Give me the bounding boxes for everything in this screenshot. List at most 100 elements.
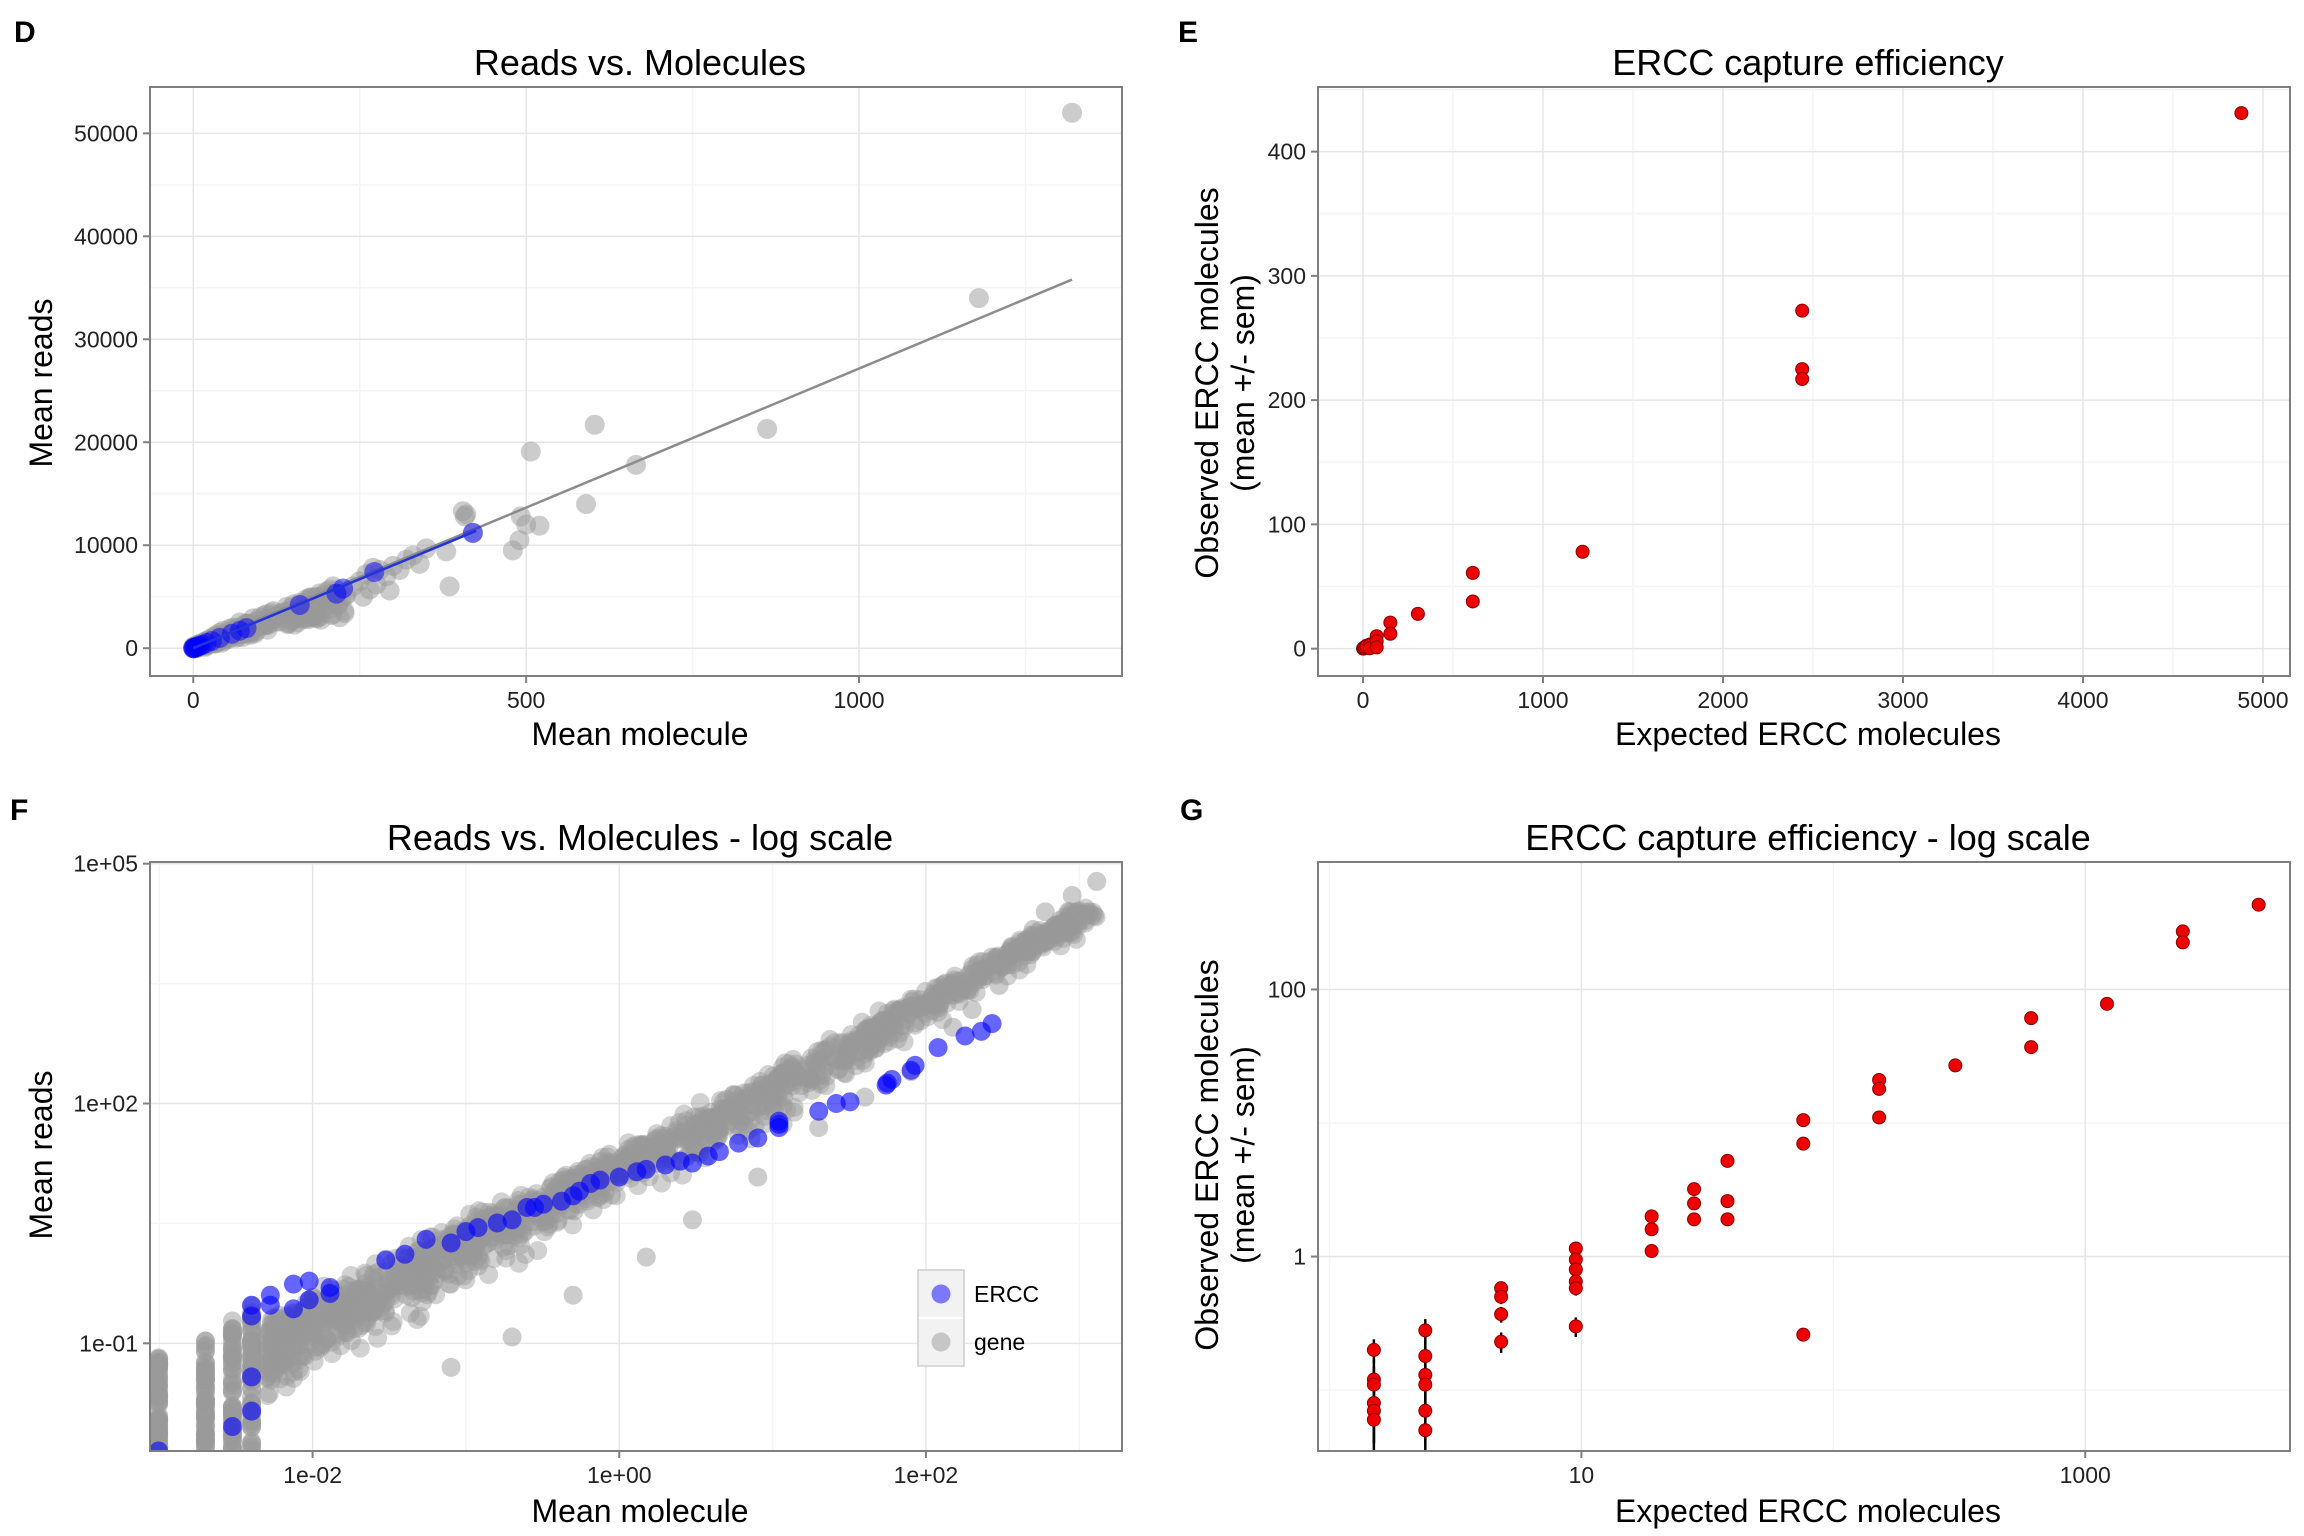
- gene-point: [739, 1103, 759, 1123]
- capture-point: [1418, 1377, 1433, 1392]
- gene-point: [833, 1051, 853, 1071]
- gene-point: [911, 1011, 931, 1031]
- ercc-point: [840, 1092, 860, 1112]
- gene-point: [292, 1314, 312, 1334]
- gene-point: [805, 1052, 825, 1072]
- gene-point: [257, 1334, 277, 1354]
- gene-point: [316, 1301, 336, 1321]
- gene-point: [382, 1316, 402, 1336]
- ercc-point: [655, 1155, 675, 1175]
- gene-point: [805, 1049, 825, 1069]
- gene-point: [972, 959, 992, 979]
- gene-point: [1014, 946, 1034, 966]
- gene-point: [828, 1059, 848, 1079]
- gene-point: [881, 1008, 901, 1028]
- gene-point: [516, 1221, 536, 1241]
- gene-point: [759, 1077, 779, 1097]
- gene-point: [424, 1270, 444, 1290]
- gene-point: [674, 1124, 694, 1144]
- gene-point: [931, 992, 951, 1012]
- gene-point: [317, 1329, 337, 1349]
- gene-point: [834, 1063, 854, 1083]
- gene-point: [902, 992, 922, 1012]
- legend-label-gene: gene: [974, 1329, 1025, 1355]
- gene-point: [290, 1362, 310, 1382]
- gene-point: [411, 1253, 431, 1273]
- gene-point: [821, 1036, 841, 1056]
- gene-point: [974, 959, 994, 979]
- gene-point: [482, 1228, 502, 1248]
- ercc-point: [709, 1142, 729, 1162]
- gene-point: [593, 1190, 613, 1210]
- gene-point: [282, 1354, 302, 1374]
- gene-point: [857, 1019, 877, 1039]
- gene-point: [1083, 902, 1103, 922]
- gene-point: [730, 1092, 750, 1112]
- gene-point: [945, 966, 965, 986]
- gene-point: [899, 1004, 919, 1024]
- gene-point: [759, 1074, 779, 1094]
- capture-point: [1369, 640, 1384, 655]
- plot-clip-d: [183, 102, 1083, 659]
- gene-point: [978, 957, 998, 977]
- gene-point: [264, 1318, 284, 1338]
- gene-point: [1007, 941, 1027, 961]
- gene-point: [1063, 916, 1083, 936]
- gene-point: [801, 1048, 821, 1068]
- gene-point: [830, 1033, 850, 1053]
- gene-point: [866, 1034, 886, 1054]
- gene-point: [814, 1059, 834, 1079]
- gene-point: [289, 1336, 309, 1356]
- gene-point: [643, 1141, 663, 1161]
- gene-point: [417, 1253, 437, 1273]
- gene-point: [865, 1028, 885, 1048]
- gene-point: [1051, 924, 1071, 944]
- gene-point: [892, 998, 912, 1018]
- gene-point: [258, 1352, 278, 1372]
- x-tick-label: 4000: [2057, 687, 2108, 713]
- capture-point: [1796, 1327, 1811, 1342]
- gene-point: [838, 1042, 858, 1062]
- gene-point: [718, 1101, 738, 1121]
- gene-point: [337, 1323, 357, 1343]
- gene-point: [786, 1054, 806, 1074]
- gene-point: [655, 1130, 675, 1150]
- gene-point: [711, 1103, 731, 1123]
- gene-point: [293, 1326, 313, 1346]
- gene-point: [1061, 914, 1081, 934]
- gene-point: [265, 1345, 285, 1365]
- gene-point: [257, 1354, 277, 1374]
- gene-point: [416, 1259, 436, 1279]
- gene-point: [791, 1061, 811, 1081]
- gene-point: [678, 1129, 698, 1149]
- gene-point: [1044, 925, 1064, 945]
- capture-point: [2024, 1011, 2039, 1026]
- gene-point: [357, 1313, 377, 1333]
- gene-point: [328, 1326, 348, 1346]
- gene-point: [816, 1076, 836, 1096]
- gene-point: [375, 1303, 395, 1323]
- gene-point: [1033, 937, 1053, 957]
- gene-point: [265, 1323, 285, 1343]
- x-tick-label: 2000: [1697, 687, 1748, 713]
- gene-point: [539, 1214, 559, 1234]
- gene-point: [769, 1073, 789, 1093]
- gene-point: [382, 1286, 402, 1306]
- gene-point: [275, 1341, 295, 1361]
- ercc-point: [242, 1295, 262, 1315]
- gene-point: [499, 1236, 519, 1256]
- capture-point: [1796, 1113, 1811, 1128]
- gene-point: [841, 1038, 861, 1058]
- gene-point: [739, 1086, 759, 1106]
- gene-point: [502, 1327, 522, 1347]
- gene-point: [941, 985, 961, 1005]
- capture-point: [1795, 372, 1810, 387]
- gene-point: [1068, 916, 1088, 936]
- gene-point: [661, 1129, 681, 1149]
- gene-point: [315, 1313, 335, 1333]
- gene-point: [358, 1303, 378, 1323]
- gene-point: [540, 1178, 560, 1198]
- capture-point: [1418, 1323, 1433, 1338]
- gene-point: [270, 1369, 290, 1389]
- gene-point: [746, 1086, 766, 1106]
